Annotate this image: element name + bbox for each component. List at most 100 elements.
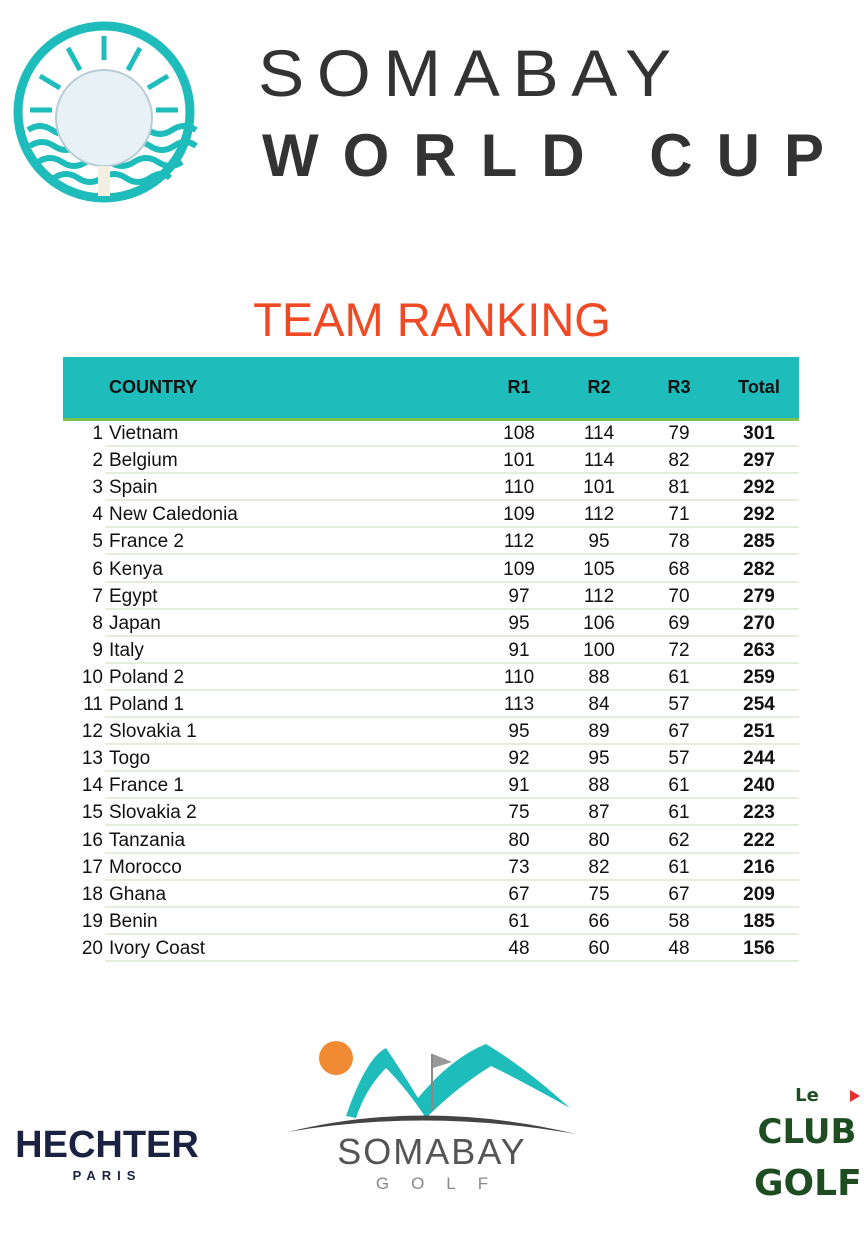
total-score: 263 [743,639,775,661]
rank: 3 [92,477,103,499]
row-divider [105,770,799,773]
country: Egypt [109,585,158,607]
row-divider [105,580,799,583]
r1-score: 48 [508,937,530,959]
country: Morocco [109,856,182,878]
flag-icon [850,1090,860,1102]
r3-score: 61 [668,802,690,824]
r3-score: 62 [668,829,690,851]
row-divider [105,851,799,854]
r2-score: 88 [588,775,610,797]
rank: 18 [81,883,103,905]
r2-score: 89 [588,721,610,743]
rank: 16 [81,829,103,851]
table-row: 15 Slovakia 2 75 87 61 223 [63,799,799,827]
rank: 20 [81,937,103,959]
r1-score: 80 [508,829,530,851]
total-score: 285 [743,531,775,553]
r3-score: 82 [668,450,690,472]
country: France 2 [109,531,184,553]
r1-score: 108 [503,423,535,444]
row-divider [105,472,799,475]
somabay-golf-name: SOMABAY [337,1131,527,1172]
row-divider [105,959,799,962]
table-row: 8 Japan 95 106 69 270 [63,610,799,637]
total-score: 259 [743,666,775,688]
country: Italy [109,639,144,661]
r2-score: 105 [583,558,615,580]
total-score: 297 [743,450,775,472]
r1-score: 110 [503,666,535,688]
r1-score: 73 [508,856,530,878]
r1-score: 61 [508,910,530,932]
r3-score: 71 [668,504,690,526]
table-row: 1 Vietnam 108 114 79 301 [63,420,799,447]
somabay-golf-text: SOMABAY GOLF [286,1132,578,1194]
row-divider [105,445,799,447]
r2-score: 84 [588,694,610,715]
country: Slovakia 2 [109,802,197,824]
r1-score: 109 [503,558,535,580]
somabay-golf-logo [288,1041,576,1134]
rank: 7 [92,585,103,607]
total-score: 251 [743,721,775,743]
le-club-golf-logo: Le CLUB GOLF [754,1084,862,1212]
table-row: 2 Belgium 101 114 82 297 [63,447,799,475]
r1-score: 110 [503,477,535,499]
total-score: 244 [743,748,775,770]
r2-score: 112 [583,585,615,607]
title-somabay: SOMABAY [258,36,684,110]
r2-score: 114 [583,450,615,472]
rank: 19 [81,910,103,932]
table-row: 18 Ghana 67 75 67 209 [63,881,799,908]
r3-score: 61 [668,775,690,797]
total-score: 279 [743,585,775,607]
total-score: 223 [743,802,775,824]
table-row: 16 Tanzania 80 80 62 222 [63,827,799,854]
r3-score: 67 [668,721,690,743]
r1-score: 97 [508,585,530,607]
rank: 10 [81,666,103,688]
col-r3: R3 [667,377,691,397]
r3-score: 61 [668,856,690,878]
table-row: 3 Spain 110 101 81 292 [63,474,799,502]
club-golf-line1: Le [795,1085,819,1106]
r3-score: 78 [668,531,690,553]
r1-score: 75 [508,802,530,824]
country: Ghana [109,883,167,905]
country: Slovakia 1 [109,721,197,743]
r3-score: 72 [668,639,690,661]
r2-score: 87 [588,802,610,824]
r1-score: 67 [508,883,530,905]
country: New Caledonia [109,504,238,526]
table-row: 6 Kenya 109 105 68 282 [63,556,799,583]
r1-score: 113 [503,694,535,715]
somabay-golf-sub: GOLF [375,1174,511,1193]
table-row: 4 New Caledonia 109 112 71 292 [63,501,799,529]
row-divider [105,824,799,827]
rank: 11 [83,694,103,715]
rank: 2 [92,450,103,472]
r2-score: 112 [583,504,615,526]
r1-score: 101 [503,450,535,472]
total-score: 282 [743,558,775,580]
rank: 6 [92,558,103,580]
rank: 5 [92,531,103,553]
r2-score: 95 [588,531,610,553]
table-row: 12 Slovakia 1 95 89 67 251 [63,718,799,746]
total-score: 209 [743,883,775,905]
total-score: 270 [743,612,775,634]
hechter-logo: HECHTER PARIS [14,1124,200,1184]
r2-score: 60 [588,937,610,959]
r1-score: 91 [508,775,530,797]
total-score: 185 [743,910,775,932]
col-r1: R1 [507,377,531,397]
r3-score: 58 [668,910,690,932]
total-score: 222 [743,829,775,851]
total-score: 216 [743,856,775,878]
row-divider [105,499,799,502]
table-row: 5 France 2 112 95 78 285 [63,528,799,556]
total-score: 240 [743,775,775,797]
country: Togo [109,748,151,770]
